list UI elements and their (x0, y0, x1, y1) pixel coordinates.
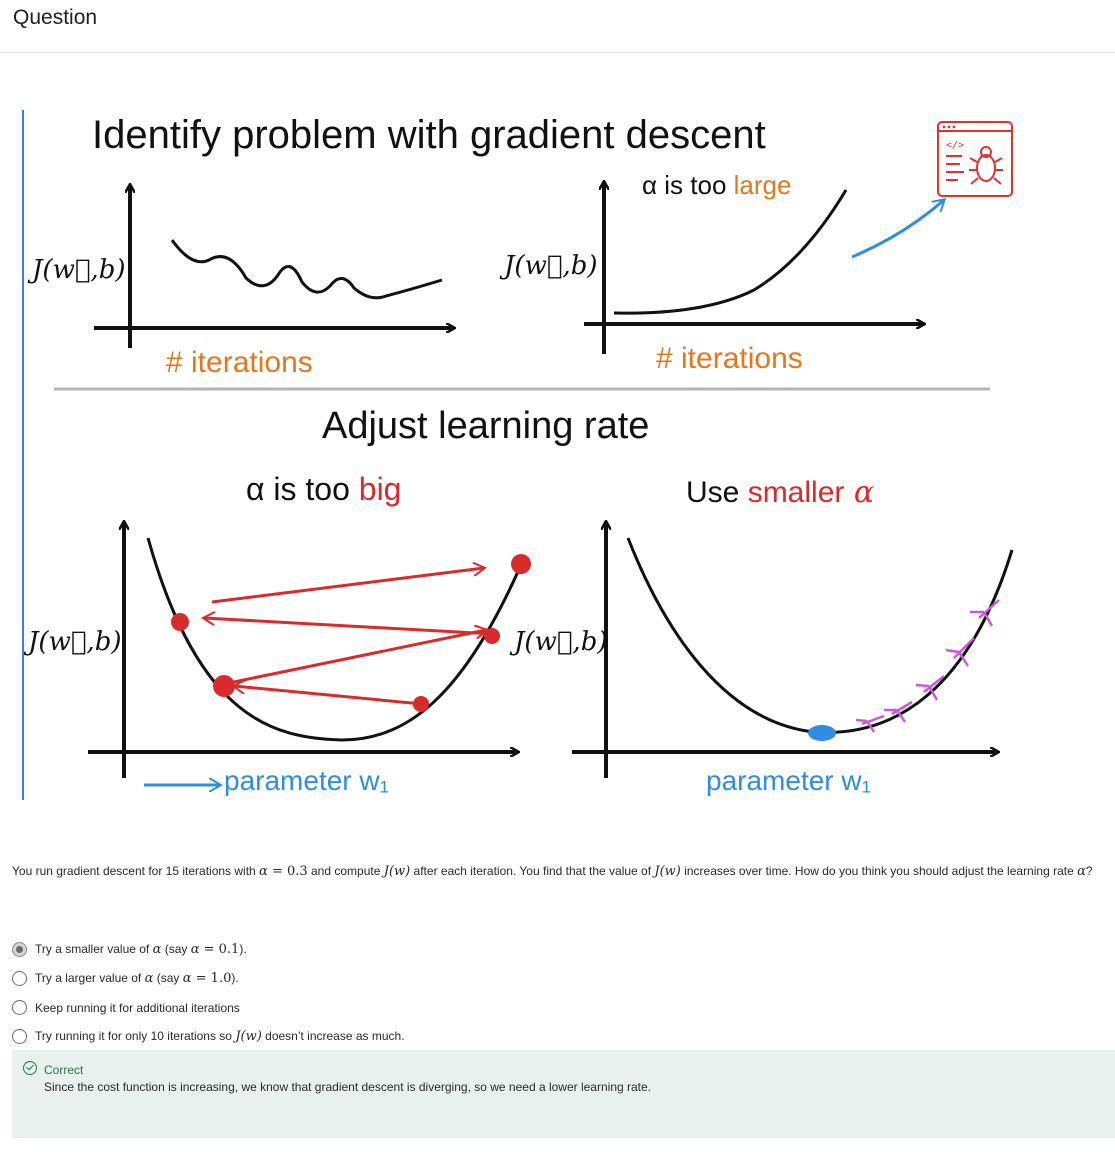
radio-button[interactable] (12, 1029, 27, 1044)
lecture-slide-figure: Identify problem with gradient descent J… (22, 110, 1115, 800)
option-fewer-iterations[interactable]: Try running it for only 10 iterations so… (12, 1022, 612, 1051)
feedback-title: Correct (44, 1063, 84, 1077)
red-points (171, 554, 531, 712)
radio-button[interactable] (12, 971, 27, 986)
slide-drawing: Identify problem with gradient descent J… (24, 113, 1014, 796)
math-alpha: α (259, 864, 268, 879)
bottom-right-graph: Use smaller α J(w⃗,b) parameter w₁ (509, 475, 1014, 796)
top-title: Identify problem with gradient descent (92, 113, 766, 157)
question-part: and compute (307, 864, 384, 878)
bottom-left-ylabel: J(w⃗,b) (24, 627, 121, 657)
bug-window-icon: </> (937, 121, 1013, 197)
option-label: Keep running it for additional iteration… (35, 1000, 240, 1015)
option-label: Try a smaller value of α (say α = 0.1). (35, 942, 247, 957)
radio-button-selected[interactable] (12, 942, 27, 957)
note-suffix: α (844, 475, 874, 510)
note-prefix: Use (686, 476, 748, 509)
option-label: Try a larger value of α (say α = 1.0). (35, 971, 239, 986)
bottom-left-graph: α is too big J(w⃗,b) parameter w₁ (24, 471, 531, 796)
question-part: after each iteration. You find that the … (410, 864, 655, 878)
top-right-ylabel: J(w⃗,b) (499, 251, 597, 281)
math-cost: J(w) (654, 864, 681, 879)
top-right-note: α is too large (642, 170, 791, 200)
cost-curve (146, 537, 526, 742)
math-value: = 0.3 (267, 864, 308, 879)
question-text: You run gradient descent for 15 iteratio… (12, 864, 1093, 879)
converged-points (808, 725, 836, 741)
mid-title: Adjust learning rate (322, 405, 649, 447)
bottom-right-note: Use smaller α (686, 475, 874, 510)
oscillating-cost-curve (170, 239, 443, 300)
bottom-left-xlabel: parameter w₁ (224, 765, 389, 796)
answer-options: Try a smaller value of α (say α = 0.1). … (12, 935, 612, 1051)
feedback-text: Since the cost function is increasing, w… (44, 1080, 652, 1094)
question-part: increases over time. How do you think yo… (680, 864, 1078, 878)
question-part: You run gradient descent for 15 iteratio… (12, 864, 260, 878)
top-left-graph: J(w⃗,b) # iterations (27, 185, 454, 379)
note-emphasis: smaller (748, 476, 845, 509)
top-right-xlabel: # iterations (656, 342, 803, 375)
svg-text:</>: </> (946, 140, 964, 151)
option-larger-alpha[interactable]: Try a larger value of α (say α = 1.0). (12, 964, 612, 993)
option-smaller-alpha[interactable]: Try a smaller value of α (say α = 0.1). (12, 935, 612, 964)
bottom-right-ylabel: J(w⃗,b) (509, 627, 607, 657)
math-cost: J(w) (383, 864, 411, 879)
bottom-left-note: α is too big (246, 471, 401, 507)
option-more-iterations[interactable]: Keep running it for additional iteration… (12, 993, 612, 1022)
top-right-graph: J(w⃗,b) α is too large # iterations (499, 170, 944, 375)
top-left-xlabel: # iterations (166, 346, 313, 379)
question-part: ? (1085, 864, 1093, 878)
bottom-right-xlabel: parameter w₁ (706, 765, 871, 796)
small-steps (855, 599, 1000, 733)
math-alpha: α (1077, 864, 1086, 879)
increasing-cost-curve (613, 189, 848, 315)
note-emphasis: large (734, 170, 792, 200)
note-prefix: α is too (642, 170, 734, 200)
page-title: Question (13, 6, 98, 29)
divergent-steps (204, 568, 495, 706)
page-header: Question (0, 0, 1115, 53)
check-circle-icon (23, 1061, 37, 1075)
note-emphasis: big (359, 471, 402, 507)
note-prefix: α is too (246, 471, 359, 507)
top-left-ylabel: J(w⃗,b) (27, 255, 125, 285)
blue-arrow (851, 200, 944, 259)
cost-curve (626, 537, 1014, 734)
feedback-panel: Correct Since the cost function is incre… (12, 1050, 1115, 1138)
radio-button[interactable] (12, 1000, 27, 1015)
option-label: Try running it for only 10 iterations so… (35, 1029, 405, 1044)
